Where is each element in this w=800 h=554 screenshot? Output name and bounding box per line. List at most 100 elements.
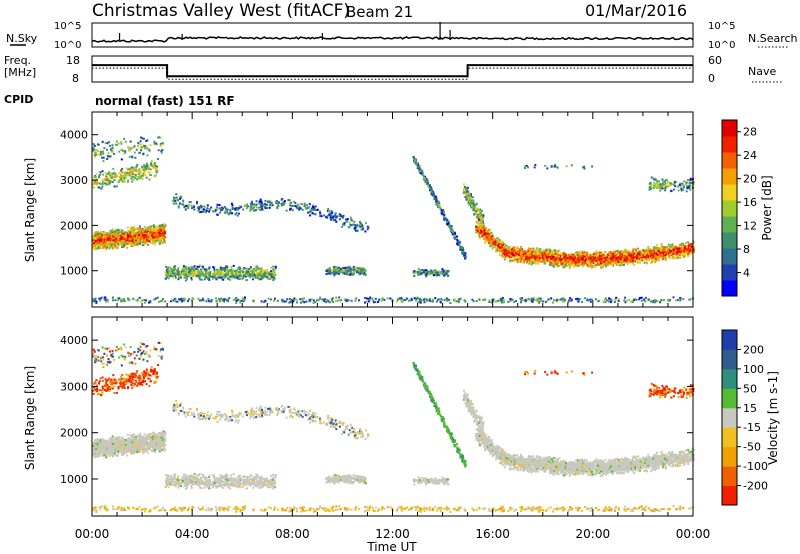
power-cell bbox=[116, 238, 119, 241]
power-cell bbox=[191, 267, 194, 270]
power-cell bbox=[327, 207, 330, 210]
power-cell bbox=[129, 149, 132, 152]
power-cell bbox=[110, 236, 113, 239]
power-cell bbox=[101, 180, 104, 183]
power-cell bbox=[490, 234, 493, 236]
power-cell bbox=[488, 242, 491, 245]
power-cell bbox=[97, 233, 100, 235]
power-cell bbox=[329, 218, 332, 221]
power-cell bbox=[96, 235, 99, 238]
power-cell bbox=[155, 169, 158, 172]
power-cell bbox=[140, 238, 143, 241]
power-cell bbox=[139, 242, 142, 245]
power-cell bbox=[107, 172, 110, 175]
power-cell bbox=[122, 237, 125, 240]
power-cell bbox=[94, 150, 96, 153]
power-cell bbox=[203, 273, 206, 276]
power-cell bbox=[349, 270, 352, 273]
power-cell bbox=[152, 242, 154, 245]
power-cell bbox=[169, 274, 172, 277]
power-cell bbox=[449, 226, 451, 229]
power-cell bbox=[94, 155, 97, 158]
power-cell bbox=[166, 276, 169, 279]
power-cell bbox=[148, 238, 151, 241]
power-cell bbox=[431, 270, 434, 273]
power-cell bbox=[159, 233, 162, 236]
power-cell bbox=[293, 200, 296, 203]
power-cell bbox=[614, 253, 617, 255]
power-cell bbox=[475, 226, 478, 229]
power-cell bbox=[239, 269, 242, 272]
power-cell bbox=[334, 219, 337, 221]
power-cell bbox=[447, 221, 450, 224]
power-cell bbox=[465, 194, 468, 197]
power-cell bbox=[569, 265, 572, 268]
power-cell bbox=[175, 196, 178, 199]
power-cell bbox=[166, 271, 169, 273]
power-cell bbox=[201, 265, 204, 268]
power-cell bbox=[498, 238, 500, 241]
power-cell bbox=[163, 229, 166, 232]
power-cell bbox=[138, 228, 141, 231]
power-cell bbox=[108, 236, 111, 239]
power-cell bbox=[584, 255, 587, 258]
power-cell bbox=[415, 162, 418, 165]
power-cell bbox=[125, 171, 128, 174]
power-cell bbox=[431, 273, 434, 276]
power-cell bbox=[271, 271, 274, 274]
power-cell bbox=[221, 275, 224, 278]
power-cell bbox=[189, 266, 192, 269]
power-cell bbox=[267, 275, 270, 278]
power-cell bbox=[235, 272, 238, 274]
power-cell bbox=[533, 261, 536, 264]
power-cell bbox=[196, 202, 198, 205]
power-cell bbox=[129, 140, 132, 143]
power-cell bbox=[445, 273, 448, 276]
power-cell bbox=[242, 267, 245, 270]
power-cell bbox=[606, 253, 609, 256]
power-cell bbox=[347, 271, 350, 274]
power-cell bbox=[99, 182, 102, 185]
power-cell bbox=[140, 231, 143, 234]
power-cell bbox=[271, 204, 274, 207]
power-cell bbox=[167, 274, 170, 277]
power-cell bbox=[458, 241, 461, 244]
power-cell bbox=[144, 228, 147, 231]
power-cell bbox=[198, 272, 200, 275]
power-cell bbox=[137, 234, 140, 237]
power-cell bbox=[127, 233, 130, 236]
power-cell bbox=[346, 268, 348, 271]
power-cell bbox=[196, 275, 199, 278]
power-cell bbox=[173, 272, 176, 275]
power-cell bbox=[453, 233, 456, 236]
power-cell bbox=[423, 177, 426, 180]
power-cell bbox=[311, 212, 314, 215]
power-cell bbox=[420, 272, 423, 275]
power-cell bbox=[277, 205, 280, 207]
power-cell bbox=[111, 228, 114, 231]
power-cell bbox=[120, 174, 123, 177]
power-cell bbox=[184, 269, 187, 272]
power-cell bbox=[273, 268, 276, 271]
power-cell bbox=[101, 179, 104, 182]
power-cell bbox=[294, 205, 296, 207]
power-cell bbox=[652, 248, 655, 251]
power-cell bbox=[447, 224, 450, 227]
power-cell bbox=[334, 265, 337, 268]
power-cell bbox=[265, 203, 268, 206]
power-cell bbox=[141, 137, 144, 140]
power-cell bbox=[192, 273, 195, 275]
power-cell bbox=[613, 261, 616, 264]
power-cell bbox=[106, 157, 109, 160]
power-cell bbox=[253, 275, 256, 278]
power-cell bbox=[425, 274, 428, 277]
power-cell bbox=[141, 244, 144, 247]
power-cell bbox=[262, 269, 265, 272]
power-cell bbox=[320, 215, 323, 218]
power-cell bbox=[237, 273, 240, 276]
power-cell bbox=[231, 276, 234, 279]
power-cell bbox=[581, 250, 583, 253]
power-cell bbox=[104, 232, 107, 235]
power-cell bbox=[176, 270, 179, 273]
power-cell bbox=[142, 234, 145, 237]
